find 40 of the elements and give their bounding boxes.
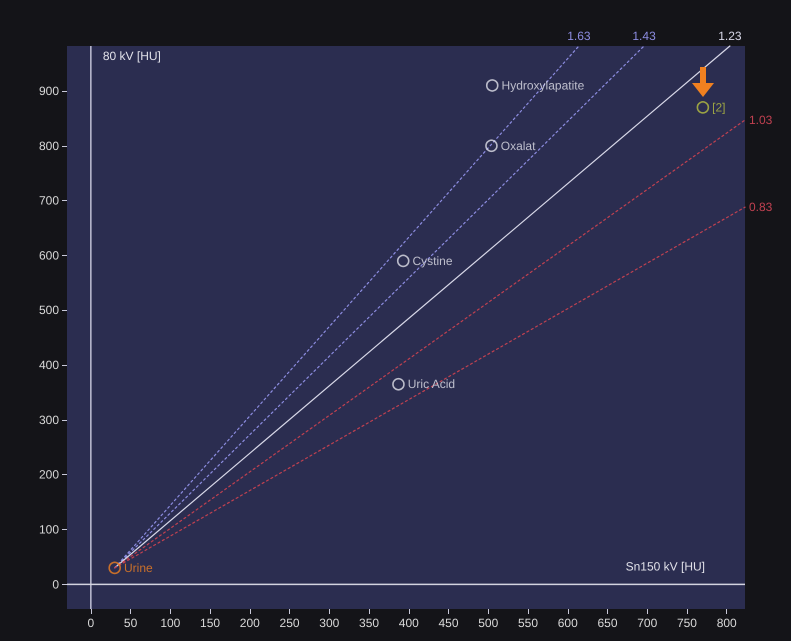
y-tick-label: 300 — [38, 412, 60, 427]
y-tick-label: 0 — [52, 577, 60, 592]
x-tick-label: 100 — [160, 616, 181, 630]
x-tick-label: 500 — [478, 616, 499, 630]
series-label: Oxalat — [500, 138, 536, 153]
series-label: 1.23 — [718, 29, 742, 43]
x-tick-label: 450 — [438, 616, 459, 630]
x-tick-label: 300 — [319, 616, 340, 630]
y-tick-label: 600 — [38, 248, 60, 262]
series-label: 0.83 — [749, 200, 773, 214]
x-tick-label: 550 — [518, 616, 538, 630]
series-label: Urine — [124, 560, 153, 575]
series-label: Uric Acid — [408, 377, 456, 392]
series-label: 1.03 — [749, 113, 773, 128]
series-label: Cystine — [412, 254, 453, 268]
x-tick-label: 350 — [359, 616, 380, 630]
series-label: 1.63 — [567, 29, 591, 43]
x-tick-label: 700 — [637, 616, 658, 630]
x-tick-label: 150 — [200, 616, 220, 630]
x-tick-label: 400 — [398, 616, 420, 630]
y-tick-label: 500 — [38, 303, 60, 318]
y-tick-label: 100 — [38, 522, 60, 537]
x-tick-label: 800 — [716, 616, 738, 630]
y-tick-label: 700 — [38, 194, 60, 208]
y-tick-label: 400 — [38, 358, 60, 372]
x-tick-label: 0 — [88, 616, 94, 630]
x-tick-label: 250 — [280, 616, 300, 630]
x-tick-label: 600 — [558, 616, 578, 630]
y-tick-label: 800 — [38, 138, 60, 153]
x-tick-label: 200 — [240, 616, 260, 630]
y-axis-title: 80 kV [HU] — [102, 49, 161, 63]
x-tick-label: 50 — [124, 616, 138, 630]
series-label: Hydroxylapatite — [502, 78, 585, 92]
x-tick-label: 750 — [676, 616, 698, 630]
series-label: [2] — [712, 100, 726, 114]
x-tick-label: 650 — [597, 616, 618, 630]
x-axis-title: Sn150 kV [HU] — [626, 559, 706, 574]
y-tick-label: 200 — [38, 468, 60, 482]
series-label: 1.43 — [632, 29, 656, 43]
y-tick-label: 900 — [38, 84, 60, 98]
